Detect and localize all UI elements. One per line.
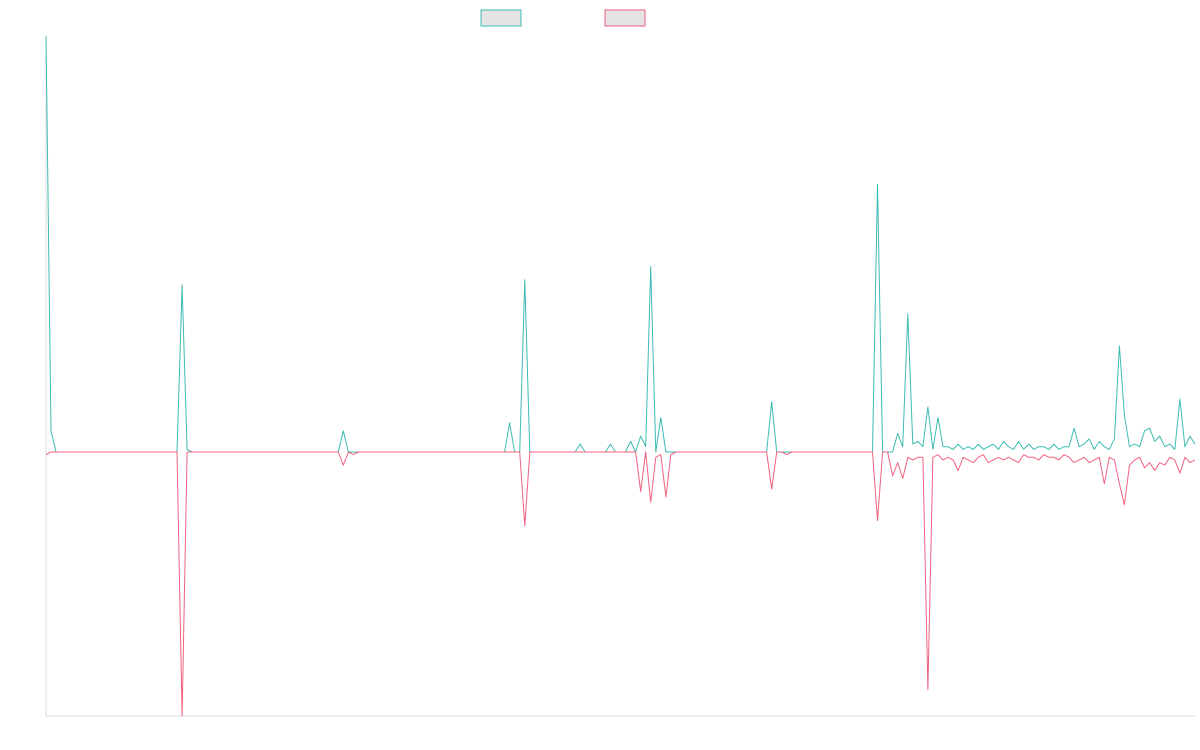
legend-swatch-2[interactable]	[604, 9, 646, 27]
series-line-2	[45, 451, 1196, 717]
plot-area	[45, 35, 1196, 717]
legend-swatch-1[interactable]	[480, 9, 522, 27]
series-line-1	[45, 35, 1196, 453]
chart-legend[interactable]	[480, 9, 646, 27]
